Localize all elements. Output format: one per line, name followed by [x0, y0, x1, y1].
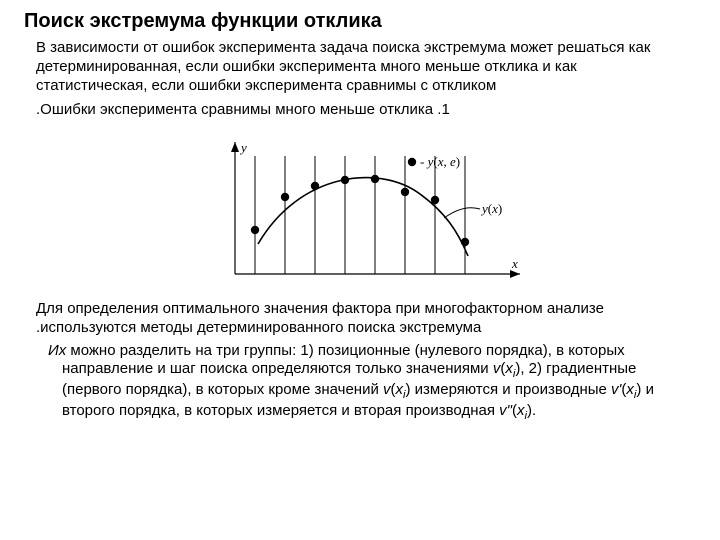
expr-v-xi-1: v(xi) [493, 360, 521, 377]
data-point [461, 238, 469, 246]
data-point [371, 175, 379, 183]
chart-container: - y(x, e) y(x) x y [24, 124, 696, 294]
data-point [281, 193, 289, 201]
data-point [251, 226, 259, 234]
expr-v-xi-2: v(xi) [383, 381, 411, 398]
groups-end: . [532, 402, 536, 419]
data-point [311, 182, 319, 190]
paragraph-intro: В зависимости от ошибок эксперимента зад… [36, 39, 684, 95]
data-point [431, 196, 439, 204]
slide-title: Поиск экстремума функции отклика [24, 10, 696, 33]
curve-label: y(x) [480, 201, 502, 216]
expr-v2prime-xi: v"(xi) [499, 402, 532, 419]
groups-text-3: измеряются и производные [411, 381, 612, 398]
y-axis-label: y [239, 140, 247, 155]
response-chart: - y(x, e) y(x) x y [180, 124, 540, 294]
paragraph-groups: Их можно разделить на три группы: 1) поз… [48, 342, 684, 424]
groups-lead: Их [48, 342, 66, 359]
legend-label: - y(x, e) [420, 154, 460, 169]
response-curve [258, 178, 468, 256]
paragraph-methods: Для определения оптимального значения фа… [36, 300, 684, 338]
legend-marker [408, 158, 416, 166]
slide-root: Поиск экстремума функции отклика В завис… [0, 0, 720, 540]
curve-label-leader [444, 208, 480, 218]
data-point [401, 188, 409, 196]
paragraph-case1: .Ошибки эксперимента сравнимы много мень… [36, 101, 684, 120]
data-point [341, 176, 349, 184]
x-axis-label: x [511, 256, 518, 271]
expr-vprime-xi: v'(xi) [611, 381, 641, 398]
